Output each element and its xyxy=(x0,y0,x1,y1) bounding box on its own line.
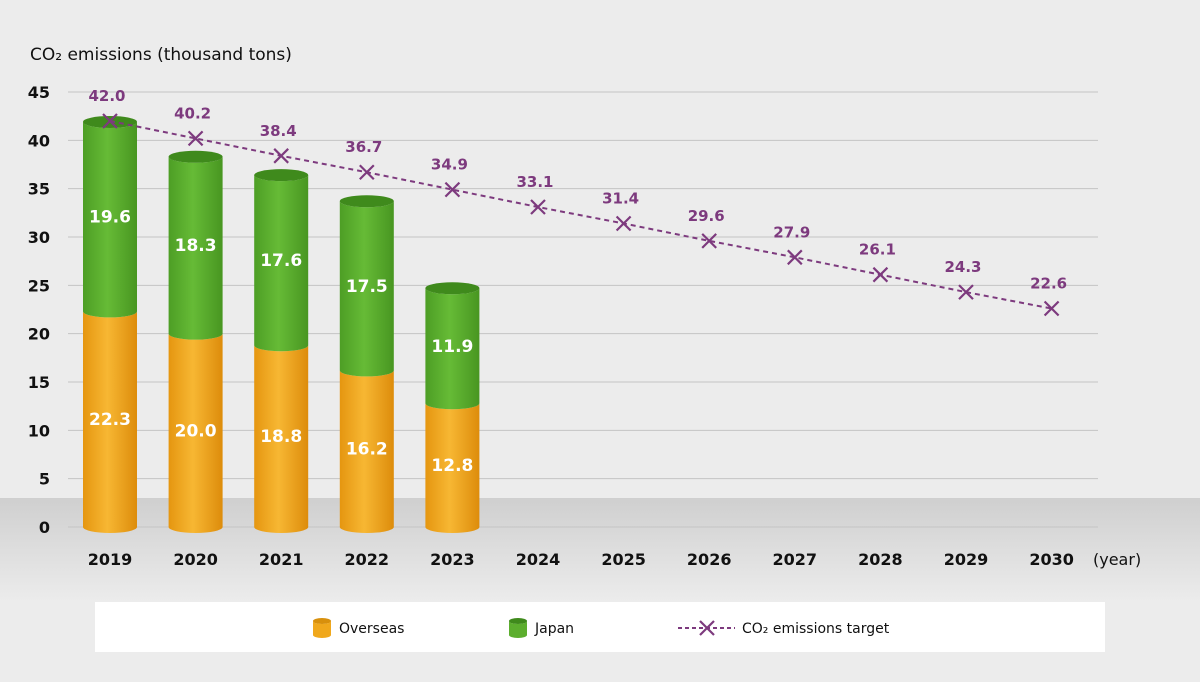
x-tick-label: 2026 xyxy=(687,550,732,569)
target-marker xyxy=(1043,300,1060,317)
data-label-target: 36.7 xyxy=(345,138,382,156)
x-tick-label: 2023 xyxy=(430,550,475,569)
bar-japan-top xyxy=(425,282,480,295)
bar-overseas xyxy=(168,333,223,533)
data-label-target: 31.4 xyxy=(602,189,639,207)
y-tick-label: 15 xyxy=(28,373,50,392)
bar-overseas xyxy=(339,370,394,533)
target-marker xyxy=(273,148,289,164)
data-label-japan: 11.9 xyxy=(431,337,473,357)
y-tick-label: 0 xyxy=(39,518,50,537)
data-label-target: 29.6 xyxy=(688,207,725,225)
data-label-target: 34.9 xyxy=(431,156,468,174)
data-label-target: 42.0 xyxy=(88,87,125,105)
legend-marker-target xyxy=(699,620,715,636)
data-label-japan: 17.5 xyxy=(346,277,388,297)
bar-japan xyxy=(254,175,309,352)
x-tick-label: 2024 xyxy=(516,550,561,569)
target-marker xyxy=(701,233,717,249)
legend-svg: Overseas Japan CO₂ emissions target xyxy=(313,618,890,638)
legend-label-japan: Japan xyxy=(534,621,574,637)
bar-japan xyxy=(168,156,223,340)
legend: Overseas Japan CO₂ emissions target xyxy=(95,602,1105,652)
target-line xyxy=(109,120,1052,310)
data-label-japan: 17.6 xyxy=(260,251,302,271)
y-tick-label: 35 xyxy=(28,180,50,199)
data-label-target: 24.3 xyxy=(944,258,981,276)
target-marker xyxy=(187,130,204,147)
bar-japan xyxy=(425,288,480,410)
y-tick-label: 10 xyxy=(28,421,50,440)
bar-japan-top xyxy=(168,150,223,163)
y-tick-label: 30 xyxy=(28,228,50,247)
bar-japan xyxy=(339,201,394,377)
data-label-overseas: 16.2 xyxy=(346,440,388,460)
legend-label-target: CO₂ emissions target xyxy=(742,621,890,637)
data-label-target: 33.1 xyxy=(516,173,553,191)
legend-swatch-overseas xyxy=(313,621,331,638)
y-tick-label: 40 xyxy=(28,131,50,150)
data-label-target: 26.1 xyxy=(859,241,896,259)
data-label-overseas: 12.8 xyxy=(431,456,473,476)
legend-swatch-japan xyxy=(509,621,527,638)
target-marker xyxy=(359,164,375,181)
target-marker xyxy=(872,266,889,283)
x-axis-title: (year) xyxy=(1093,550,1141,569)
target-marker xyxy=(530,199,546,215)
bar-overseas xyxy=(254,345,309,533)
target-marker xyxy=(102,113,118,129)
data-label-target: 40.2 xyxy=(174,104,211,122)
x-tick-label: 2025 xyxy=(601,550,646,569)
data-label-overseas: 18.8 xyxy=(260,427,302,447)
bar-japan xyxy=(83,121,137,318)
target-marker xyxy=(444,181,461,198)
y-tick-label: 5 xyxy=(39,470,50,489)
data-label-target: 27.9 xyxy=(773,223,810,241)
bar-overseas xyxy=(425,403,480,533)
data-label-target: 22.6 xyxy=(1030,275,1067,293)
data-label-japan: 18.3 xyxy=(175,236,217,256)
y-tick-label: 25 xyxy=(28,276,50,295)
x-tick-label: 2020 xyxy=(173,550,218,569)
x-tick-label: 2029 xyxy=(944,550,989,569)
y-tick-label: 45 xyxy=(28,83,50,102)
data-label-overseas: 20.0 xyxy=(175,421,217,441)
x-tick-label: 2028 xyxy=(858,550,903,569)
y-axis-title: CO₂ emissions (thousand tons) xyxy=(30,45,292,65)
target-marker xyxy=(615,215,632,232)
data-label-japan: 19.6 xyxy=(89,208,131,228)
x-tick-label: 2019 xyxy=(88,550,133,569)
data-label-target: 38.4 xyxy=(260,122,297,140)
legend-swatch-japan-top xyxy=(509,618,527,624)
y-tick-label: 20 xyxy=(28,325,50,344)
bar-japan-top xyxy=(254,169,309,182)
x-tick-label: 2027 xyxy=(773,550,818,569)
bar-japan-top xyxy=(339,195,394,208)
data-label-overseas: 22.3 xyxy=(89,410,131,430)
x-tick-label: 2030 xyxy=(1029,550,1074,569)
target-marker xyxy=(958,284,974,300)
target-marker xyxy=(787,249,803,266)
legend-swatch-overseas-top xyxy=(313,618,331,624)
legend-label-overseas: Overseas xyxy=(339,621,404,637)
x-tick-label: 2021 xyxy=(259,550,304,569)
x-tick-label: 2022 xyxy=(345,550,390,569)
bar-overseas xyxy=(83,311,137,533)
